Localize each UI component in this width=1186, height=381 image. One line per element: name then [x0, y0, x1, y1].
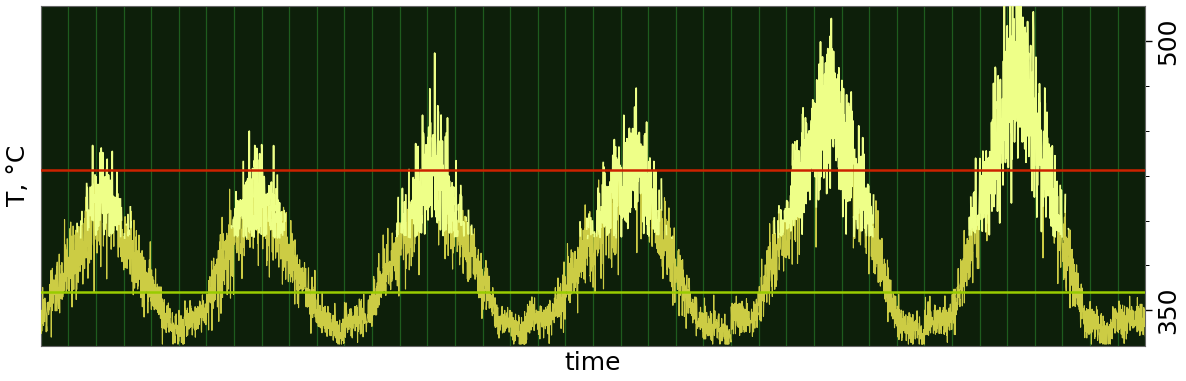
X-axis label: time: time: [565, 351, 621, 375]
Y-axis label: T, °C: T, °C: [6, 145, 30, 207]
